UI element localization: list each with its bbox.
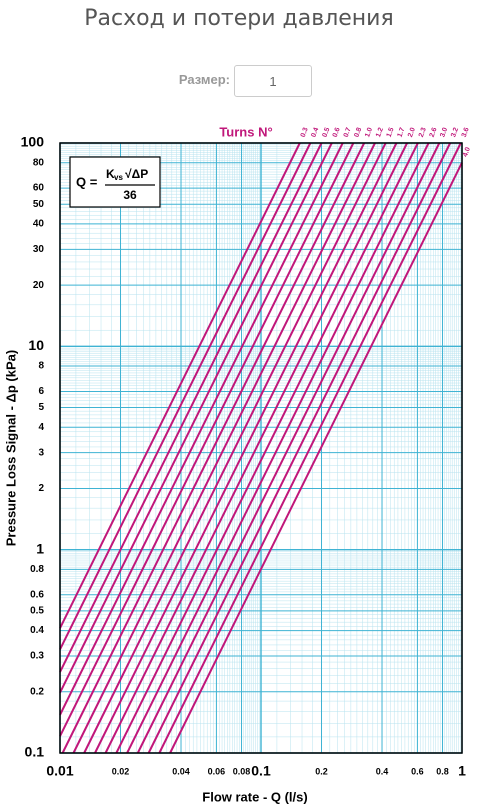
y-tick-label: 3 [38,447,44,458]
y-tick-label: 4 [38,422,44,433]
formula-box [69,156,161,208]
series-line [94,142,398,754]
series-line [59,142,301,629]
x-tick-label: 0.8 [436,766,449,776]
x-axis-title: Flow rate - Q (l/s) [202,789,307,804]
series-line [169,162,463,754]
series-label: 0.5 [322,127,332,139]
y-tick-label: 8 [38,361,44,372]
y-tick-label: 20 [33,280,45,291]
series-label: 1.5 [386,127,396,139]
y-tick-label: 80 [33,157,45,168]
x-tick-label: 0.02 [112,766,130,776]
y-tick-label: 0.6 [30,589,44,600]
y-tick-label: 30 [33,244,45,255]
x-tick-label: 0.04 [172,766,190,776]
y-axis-title: Pressure Loss Signal - Δp (kPa) [3,350,18,546]
series-label: 3.6 [461,127,471,139]
series-line [59,142,323,673]
series-line [126,142,430,754]
series-line [83,142,387,754]
y-tick-label: 2 [38,483,44,494]
formula-root: √ΔP [125,167,148,181]
x-tick-label: 0.08 [233,766,251,776]
series-line [147,142,452,754]
series-line [59,142,312,650]
formula-lhs: Q = [76,174,98,189]
series-label: 3.2 [450,127,460,139]
x-tick-label: 0.06 [208,766,226,776]
y-tick-label: 50 [33,199,45,210]
formula-sub: vs [114,173,123,182]
legend-title: Turns N° [219,124,272,139]
series-label: 0.4 [310,127,320,139]
y-tick-label: 0.1 [25,744,45,760]
series-label: 2.0 [407,127,417,139]
y-tick-label: 0.8 [30,564,44,575]
series-line [136,142,441,754]
y-tick-label: 10 [28,337,44,353]
y-tick-label: 40 [33,219,45,230]
chart: Q = K vs √ΔP 36 Turns N° Flow rate - Q (… [3,124,472,804]
x-tick-label: 0.6 [411,766,424,776]
series-line [59,142,344,716]
x-tick-label: 0.2 [315,766,328,776]
series-line [61,142,366,754]
x-tick-label: 0.1 [251,763,271,779]
series-label: 0.6 [332,127,342,139]
plot-border [59,142,463,754]
x-tick-label: 0.4 [376,766,389,776]
y-tick-label: 6 [38,386,44,397]
formula-k: K [106,167,115,181]
size-input[interactable]: 1 [234,65,312,97]
y-tick-label: 100 [21,134,45,150]
y-tick-label: 0.3 [30,651,44,662]
series-label: 0.8 [353,127,363,139]
y-tick-label: 60 [33,183,45,194]
y-tick-label: 0.5 [30,606,44,617]
series-label: 4.0 [462,146,472,158]
y-tick-label: 0.2 [30,686,44,697]
series-label: 1.7 [396,127,406,139]
series-line [158,142,462,754]
y-tick-label: 1 [36,540,44,556]
x-tick-label: 1 [458,763,466,779]
series-label: 1.2 [375,127,385,139]
series-label: 3.0 [439,127,449,139]
x-tick-label: 0.01 [46,763,73,779]
series-label: 1.0 [364,127,374,139]
y-tick-label: 0.4 [30,625,44,636]
formula-denominator: 36 [123,188,137,202]
page-title: Расход и потери давления [84,6,394,31]
y-tick-label: 5 [38,402,44,413]
series-line [72,142,376,754]
size-label: Размер: [178,72,230,87]
series-line [59,142,355,737]
series-label: 2.6 [429,127,439,139]
series-label: 0.3 [300,127,310,139]
series-line [59,142,333,694]
series-line [115,142,419,754]
series-label: 2.3 [418,127,428,139]
series-line [104,142,408,754]
series-label: 0.7 [343,127,353,139]
